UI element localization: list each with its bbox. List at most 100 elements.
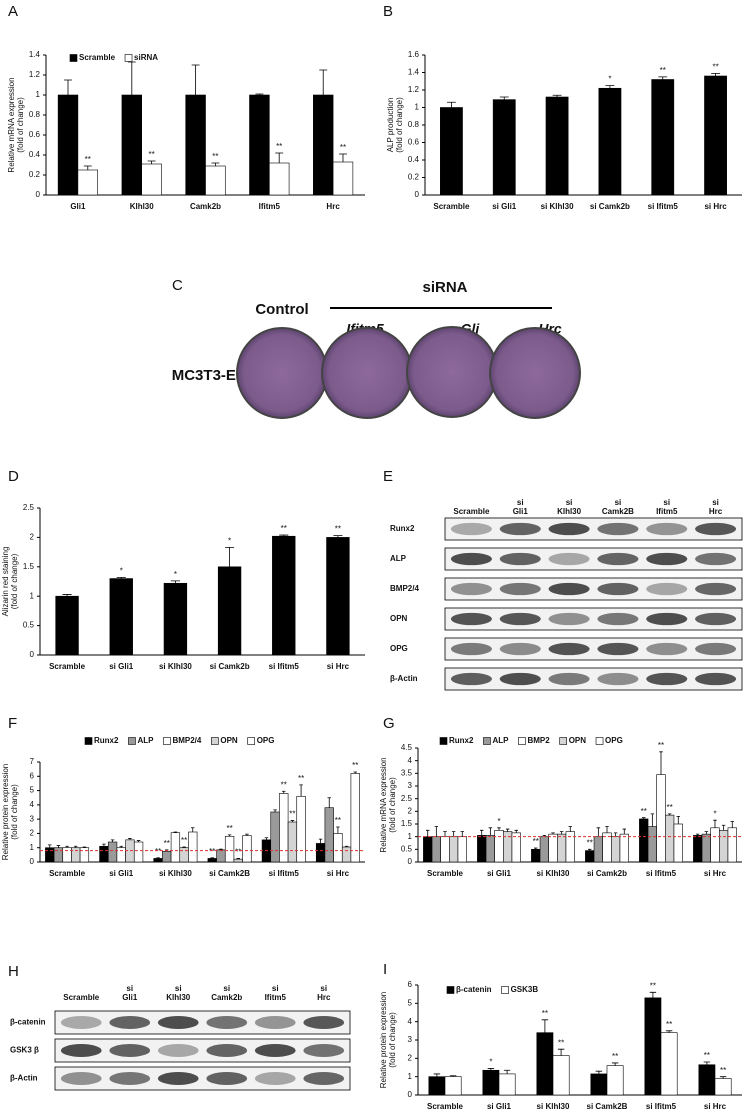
significance-label: ** (276, 142, 282, 151)
bar (296, 795, 306, 863)
error-bar (211, 162, 220, 166)
significance-label: ** (658, 741, 664, 750)
y-tick-label: 2 (408, 806, 413, 815)
blot-band (303, 1044, 345, 1057)
blot-band (646, 552, 688, 566)
row-label: BMP2/4 (390, 584, 419, 593)
legend-label: BMP2 (527, 736, 550, 745)
y-tick-label: 5 (30, 786, 35, 795)
y-tick-label: 0.5 (23, 621, 35, 630)
bar (188, 831, 198, 863)
lane-label: Klhl30 (166, 993, 191, 1002)
y-tick-label: 1 (30, 843, 35, 852)
blot-band (60, 1016, 102, 1029)
legend-swatch (128, 737, 136, 745)
bar (714, 1078, 732, 1096)
bar (55, 595, 79, 656)
error-bar (541, 1019, 549, 1033)
culture-plate (406, 326, 498, 418)
lane-label: Scramble (63, 993, 100, 1002)
blot-band (157, 1016, 199, 1029)
significance-label: ** (181, 836, 187, 845)
significance-label: * (713, 809, 716, 818)
error-bar (82, 846, 87, 848)
panel-letter: A (8, 3, 18, 20)
bar (268, 162, 290, 196)
bar (440, 107, 463, 196)
error-bar (703, 1061, 711, 1065)
bar (133, 841, 144, 863)
chart: A Relative mRNA expression (fold of change… (7, 3, 365, 211)
error-bar (147, 160, 156, 164)
error-bar (488, 827, 493, 836)
legend-swatch (69, 54, 78, 62)
x-tick-label: si Gli1 (492, 202, 517, 211)
x-tick-label: si Ifitm5 (269, 869, 300, 878)
error-bar (505, 828, 510, 832)
blot-band (695, 642, 737, 656)
bar (45, 847, 55, 863)
error-bar (227, 834, 232, 837)
error-bar (605, 826, 609, 833)
significance-label: ** (533, 837, 539, 846)
bar (270, 811, 280, 863)
bar (552, 1055, 570, 1096)
y-tick-label: 0.6 (408, 138, 420, 147)
significance-label: ** (666, 1020, 672, 1029)
error-bar (533, 847, 538, 850)
blot-band (646, 522, 688, 536)
blot-band (254, 1016, 296, 1029)
significance-label: ** (587, 838, 593, 847)
bar (647, 826, 657, 863)
significance-label: ** (660, 66, 666, 75)
lane-label: Ifitm5 (656, 507, 678, 516)
significance-label: ** (542, 1009, 548, 1018)
error-bar (676, 816, 681, 824)
error-bar (503, 1069, 511, 1074)
legend-swatch (163, 737, 171, 745)
bar (693, 835, 703, 863)
error-bar (649, 991, 657, 998)
blot-band (499, 612, 541, 626)
legend-label: BMP2/4 (172, 736, 201, 745)
significance-label: ** (226, 824, 232, 833)
bar (660, 1032, 678, 1096)
culture-plate (489, 327, 581, 419)
error-bar (275, 152, 284, 163)
blot-band (303, 1072, 345, 1085)
lane-label: si (126, 984, 133, 993)
y-tick-label: 2.5 (401, 794, 413, 803)
error-bar (622, 828, 627, 835)
x-tick-label: si Klhl30 (541, 202, 574, 211)
x-tick-label: si Camk2B (587, 1102, 628, 1111)
significance-label: * (608, 75, 611, 84)
x-tick-label: si Camk2b (210, 662, 250, 671)
blot-band (646, 672, 688, 686)
group-label: siRNA (422, 279, 467, 296)
significance-label: ** (335, 525, 341, 534)
error-bar (74, 845, 78, 848)
blot-band (695, 522, 737, 536)
row-label: GSK3 β (10, 1046, 39, 1055)
blot-band (254, 1072, 296, 1085)
chart: B ALP production (fold of change) 0 0.2 0.4 0.… (383, 3, 742, 211)
error-bar (191, 827, 195, 832)
error-bar (514, 829, 519, 833)
blot-band (157, 1072, 199, 1085)
y-tick-label: 4 (30, 800, 35, 809)
bar (423, 836, 433, 863)
error-bar (173, 831, 178, 833)
legend-swatch (211, 737, 219, 745)
error-bar (210, 857, 214, 859)
x-tick-label: si Ifitm5 (646, 1102, 677, 1111)
bar (727, 827, 737, 863)
y-tick-label: 1.5 (401, 819, 413, 828)
row-label: β-Actin (390, 674, 418, 683)
error-bar (62, 594, 72, 597)
bar (431, 836, 441, 863)
bar (511, 832, 521, 863)
blot-band (206, 1044, 248, 1057)
chart: D Alizarin red staining (fold of change) 0 0… (1, 468, 365, 671)
error-bar (128, 838, 132, 840)
significance-label: ** (85, 155, 91, 164)
